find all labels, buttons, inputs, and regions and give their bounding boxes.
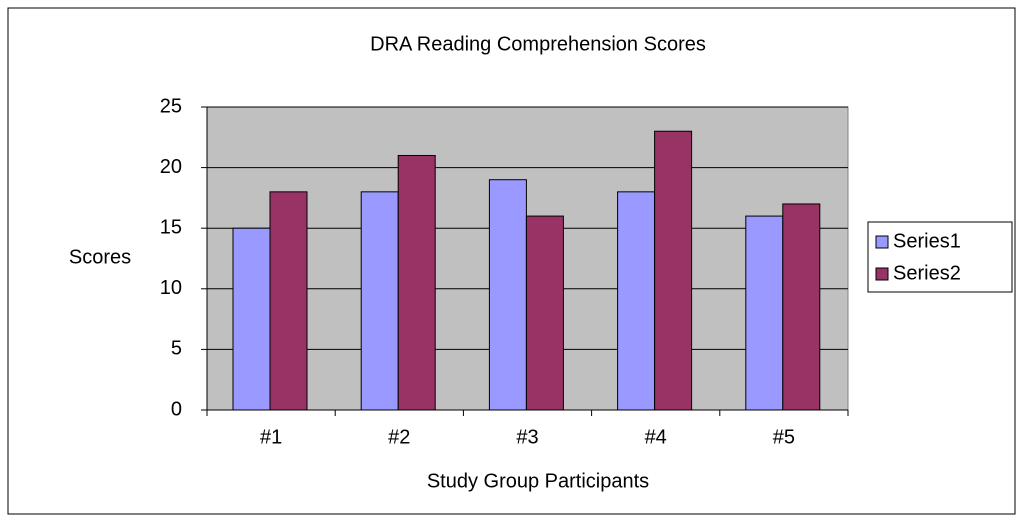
bar: [782, 203, 821, 411]
y-axis-label: Scores: [69, 246, 131, 268]
x-tick-label: #5: [773, 426, 795, 448]
y-tick-label: 15: [160, 216, 182, 238]
legend-swatch: [875, 267, 889, 281]
legend-label: Series1: [893, 230, 961, 252]
bar: [232, 227, 271, 411]
bar: [617, 191, 656, 411]
x-tick-label: #4: [645, 426, 667, 448]
bar: [269, 191, 308, 411]
x-tick-label: #2: [388, 426, 410, 448]
legend-swatch: [875, 235, 889, 249]
legend-box: [867, 221, 1013, 293]
y-tick-label: 25: [160, 95, 182, 117]
bar: [654, 130, 693, 411]
bar: [360, 191, 399, 411]
y-tick-label: 10: [160, 277, 182, 299]
chart-title: DRA Reading Comprehension Scores: [370, 33, 706, 55]
x-axis-label: Study Group Participants: [427, 470, 649, 492]
x-tick-label: #1: [260, 426, 282, 448]
legend-label: Series2: [893, 262, 961, 284]
bar: [397, 154, 436, 411]
y-tick-label: 20: [160, 156, 182, 178]
bar: [488, 179, 527, 411]
y-tick-label: 5: [171, 338, 182, 360]
bar: [745, 215, 784, 411]
x-tick-label: #3: [516, 426, 538, 448]
bar: [525, 215, 564, 411]
y-tick-label: 0: [171, 398, 182, 420]
